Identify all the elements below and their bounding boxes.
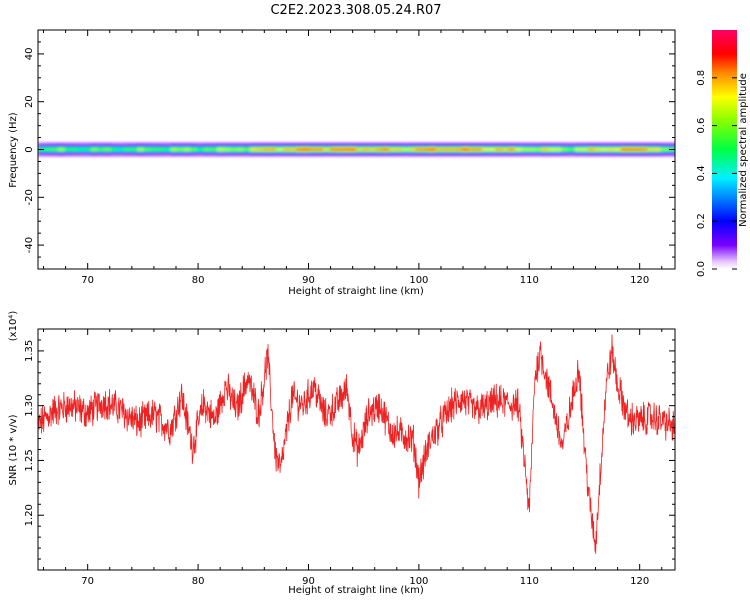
spectrogram-y-tick-label: 0 <box>24 146 35 152</box>
snr-y-tick-label: 1.35 <box>24 340 35 362</box>
colorbar-label: Normalized spectral amplitude <box>738 73 749 227</box>
colorbar-tick-label: 0.2 <box>696 213 707 229</box>
snr-x-tick-label: 70 <box>81 576 94 587</box>
snr-x-ticks: 70 80 90 100 110 120 <box>43 329 663 587</box>
snr-y-tick-label: 1.20 <box>24 504 35 526</box>
colorbar-tick-label: 0.8 <box>696 70 707 86</box>
spectrogram-x-tick-label: 80 <box>192 275 205 286</box>
spectrogram-x-ticks: 70 80 90 100 110 120 <box>43 30 663 286</box>
spectrogram-x-tick-label: 110 <box>520 275 539 286</box>
snr-y-ticks: 1.20 1.25 1.30 1.35 <box>24 328 675 560</box>
colorbar-tick-label: 0.6 <box>696 118 707 134</box>
spectrogram-y-ticks: 40 20 0 -20 -40 <box>24 29 675 270</box>
colorbar-tick-label: 0.4 <box>696 165 707 181</box>
snr-x-tick-label: 110 <box>520 576 539 587</box>
snr-x-tick-label: 120 <box>630 576 649 587</box>
spectrogram-y-tick-label: 20 <box>24 95 35 108</box>
spectrogram-x-tick-label: 100 <box>409 275 428 286</box>
spectrogram-y-label: Frequency (Hz) <box>8 112 19 188</box>
spectrogram-x-tick-label: 90 <box>302 275 315 286</box>
snr-y-multiplier: (x10⁴) <box>8 311 19 342</box>
spectral-band <box>38 142 675 157</box>
snr-x-tick-label: 90 <box>302 576 315 587</box>
snr-y-tick-label: 1.25 <box>24 449 35 471</box>
spectrogram-x-tick-label: 70 <box>81 275 94 286</box>
colorbar-gradient <box>712 30 737 269</box>
snr-y-label: SNR (10 * v/v) <box>8 414 19 485</box>
spectrogram-y-tick-label: 40 <box>24 48 35 61</box>
spectrogram-x-tick-label: 120 <box>630 275 649 286</box>
colorbar-tick-label: 0.0 <box>696 261 707 277</box>
snr-x-label: Height of straight line (km) <box>288 585 424 596</box>
spectrogram-panel: 70 80 90 100 110 120 40 20 0 -20 -40 Height of st… <box>8 29 676 297</box>
colorbar: 0.0 0.2 0.4 0.6 0.8 Normalized spectral ampl… <box>696 30 749 277</box>
colorbar-ticks: 0.0 0.2 0.4 0.6 0.8 <box>696 70 737 277</box>
snr-panel: 70 80 90 100 110 120 1.20 1.25 1.30 1.35 Height … <box>8 311 676 596</box>
figure-title: C2E2.2023.308.05.24.R07 <box>270 3 441 18</box>
snr-frame <box>37 328 676 571</box>
spectrogram-y-tick-label: -40 <box>24 237 35 253</box>
spectrogram-y-tick-label: -20 <box>24 189 35 205</box>
spectrogram-x-label: Height of straight line (km) <box>288 286 424 297</box>
snr-x-tick-label: 100 <box>409 576 428 587</box>
snr-x-tick-label: 80 <box>192 576 205 587</box>
snr-series-line <box>38 334 675 554</box>
snr-y-tick-label: 1.30 <box>24 395 35 417</box>
